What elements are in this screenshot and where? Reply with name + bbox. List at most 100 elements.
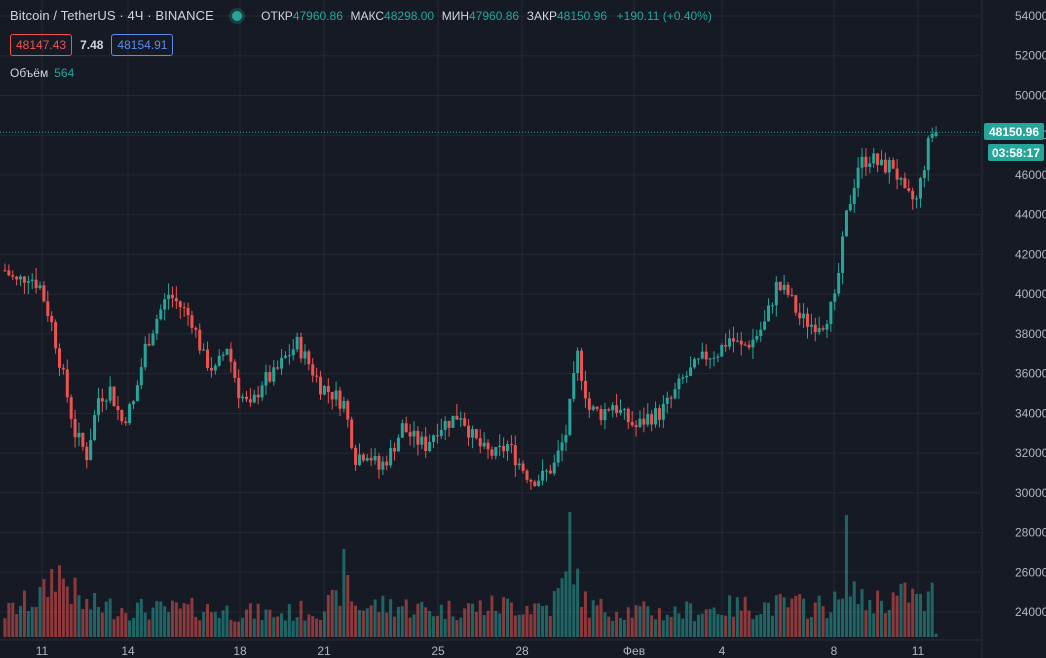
candle-body — [350, 419, 354, 448]
candle-body — [34, 279, 38, 289]
candle-body — [907, 188, 911, 191]
candle-body — [30, 279, 34, 282]
candle-body — [825, 324, 829, 330]
candle-body — [618, 409, 622, 413]
sell-price-button[interactable]: 48147.43 — [10, 34, 73, 56]
volume-bar — [435, 615, 439, 637]
candle-body — [357, 454, 361, 465]
candle-body — [3, 270, 7, 272]
volume-bar — [470, 603, 474, 637]
candle-body — [237, 377, 241, 399]
volume-bar — [229, 619, 233, 637]
volume-bar — [260, 620, 264, 637]
volume-bar — [548, 616, 552, 637]
candle-body — [638, 418, 642, 428]
volume-bar — [112, 619, 116, 637]
candle-countdown: 03:58:17 — [992, 146, 1040, 160]
candle-body — [556, 450, 560, 463]
candle-body — [81, 432, 85, 447]
volume-bar — [517, 614, 521, 637]
candle-body — [693, 359, 697, 368]
candle-body — [498, 445, 502, 448]
volume-bar — [221, 610, 225, 637]
volume-bar — [463, 608, 467, 637]
candle-body — [509, 444, 513, 446]
volume-bar — [424, 607, 428, 637]
volume-bar — [774, 595, 778, 637]
volume-bar — [696, 614, 700, 637]
volume-bar — [26, 611, 30, 637]
symbol-title[interactable]: Bitcoin / TetherUS · 4Ч · BINANCE — [10, 8, 214, 23]
volume-bar — [365, 608, 369, 637]
volume-bar — [155, 600, 159, 637]
volume-bar — [100, 612, 104, 637]
buy-price-button[interactable]: 48154.91 — [111, 34, 174, 56]
volume-bar — [513, 615, 517, 637]
volume-bar — [38, 586, 42, 637]
volume-bar — [654, 619, 658, 637]
low-label: МИН — [441, 9, 470, 23]
volume-bar — [342, 549, 346, 637]
candle-body — [759, 329, 763, 337]
candle-body — [790, 294, 794, 296]
candle-body — [174, 298, 178, 302]
volume-bar — [132, 617, 136, 637]
volume-bar — [770, 615, 774, 637]
candle-body — [915, 198, 919, 200]
volume-bar — [190, 597, 194, 637]
candle-body — [69, 397, 73, 419]
candle-body — [844, 210, 848, 237]
market-status-icon[interactable] — [231, 11, 242, 21]
volume-bar — [572, 584, 576, 637]
volume-bar — [829, 612, 833, 637]
candle-body — [11, 275, 15, 277]
volume-bar — [178, 608, 182, 637]
candle-body — [880, 159, 884, 166]
open-value: 47960.86 — [292, 9, 343, 23]
high-value: 48298.00 — [384, 9, 435, 23]
candle-body — [544, 470, 548, 472]
candle-body — [143, 343, 147, 368]
volume-bar — [167, 612, 171, 637]
time-axis[interactable]: 11 14 18 21 25 28 Фев 4 8 11 — [0, 639, 982, 658]
volume-bar — [618, 617, 622, 637]
candle-body — [178, 301, 182, 308]
candle-body — [876, 153, 880, 166]
volume-bar — [728, 595, 732, 637]
candle-body — [529, 479, 533, 482]
candle-body — [770, 305, 774, 307]
volume-legend: Объём 564 — [10, 66, 74, 80]
volume-bar — [860, 589, 864, 637]
time-tick-label: 11 — [36, 644, 49, 658]
candle-body — [782, 284, 786, 291]
volume-bar — [147, 619, 151, 637]
volume-bar — [521, 614, 525, 637]
volume-bar — [61, 578, 65, 637]
price-tick-label: 28000.00 — [1015, 526, 1046, 540]
candle-body — [61, 367, 65, 370]
time-tick-label: 8 — [831, 644, 838, 658]
volume-bar — [272, 617, 276, 637]
time-tick-label: 28 — [515, 644, 529, 658]
price-axis[interactable]: 54000.0052000.0050000.0048000.0046000.00… — [981, 0, 1046, 658]
volume-bar — [295, 617, 299, 637]
volume-bar — [712, 607, 716, 637]
volume-bar — [576, 568, 580, 637]
volume-bar — [412, 614, 416, 637]
candle-body — [595, 406, 599, 409]
candle-body — [233, 361, 237, 378]
volume-bar — [681, 618, 685, 637]
volume-bar — [377, 612, 381, 637]
candle-body — [369, 458, 373, 461]
volume-bar — [607, 616, 611, 637]
volume-bar — [767, 602, 771, 637]
candle-body — [46, 301, 50, 317]
volume-bar — [778, 593, 782, 637]
candle-body — [615, 405, 619, 413]
candle-body — [241, 396, 245, 399]
volume-bars — [3, 512, 938, 637]
volume-bar — [794, 595, 798, 637]
volume-bar — [299, 600, 303, 637]
candle-body — [537, 480, 541, 486]
